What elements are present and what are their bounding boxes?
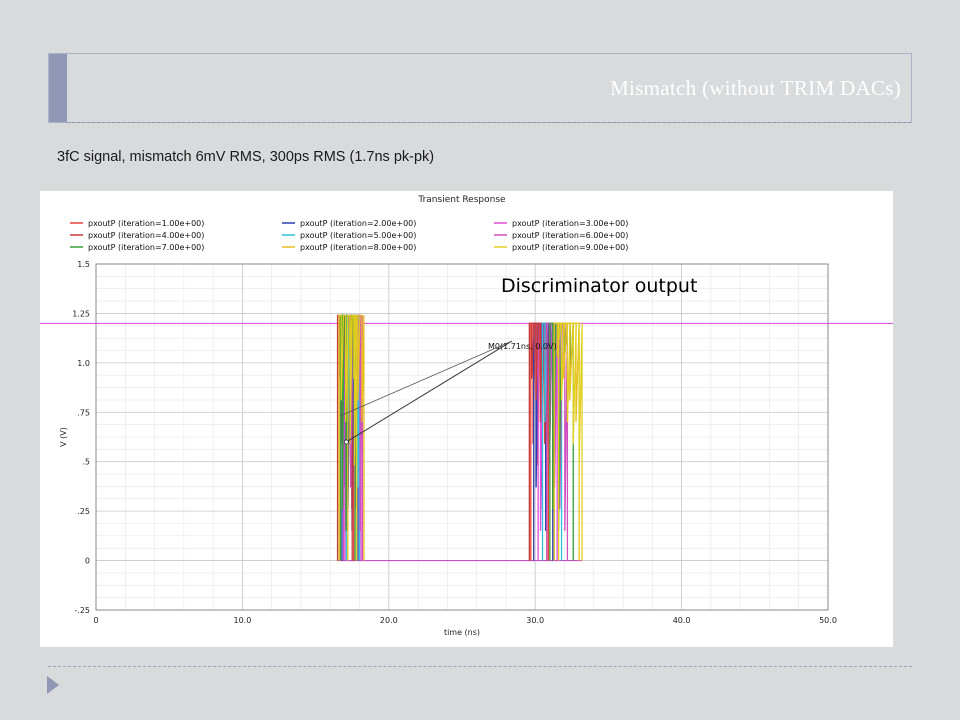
marker-pointer-line <box>346 340 513 443</box>
header-title-bar: Mismatch (without TRIM DACs) <box>67 54 911 123</box>
y-tick-label: -.25 <box>74 606 90 615</box>
annotation-pointer-line <box>339 340 513 417</box>
x-tick-label: 10.0 <box>233 616 251 625</box>
y-tick-label: .25 <box>77 507 90 516</box>
footer-divider <box>48 666 912 667</box>
chart-title: Transient Response <box>417 195 506 205</box>
x-tick-label: 40.0 <box>673 616 691 625</box>
marker-label: M0(1.71ns, 0.0V) <box>488 342 557 351</box>
legend-entry: pxoutP (iteration=7.00e+00) <box>88 243 204 252</box>
header-accent-bar <box>49 54 67 122</box>
x-tick-label: 30.0 <box>526 616 544 625</box>
legend-entry: pxoutP (iteration=6.00e+00) <box>512 231 628 240</box>
y-tick-label: 1.5 <box>77 260 90 269</box>
y-tick-label: 1.25 <box>72 309 90 318</box>
y-tick-label: .75 <box>77 408 90 417</box>
slide-header: Mismatch (without TRIM DACs) <box>48 53 912 123</box>
annotation-discriminator-output: Discriminator output <box>501 275 698 297</box>
x-tick-label: 0 <box>93 616 98 625</box>
legend-entry: pxoutP (iteration=5.00e+00) <box>300 231 416 240</box>
x-tick-label: 50.0 <box>819 616 837 625</box>
legend-entry: pxoutP (iteration=4.00e+00) <box>88 231 204 240</box>
marker-point <box>343 439 349 445</box>
x-axis-label: time (ns) <box>444 628 480 637</box>
legend-entry: pxoutP (iteration=3.00e+00) <box>512 219 628 228</box>
y-tick-label: 1.0 <box>77 359 90 368</box>
x-tick-label: 20.0 <box>380 616 398 625</box>
series-pulse-trace <box>338 314 358 561</box>
plot-frame <box>95 263 829 611</box>
legend-entry: pxoutP (iteration=9.00e+00) <box>512 243 628 252</box>
transient-response-chart: Transient Response pxoutP (iteration=1.00… <box>40 195 893 637</box>
legend-entry: pxoutP (iteration=2.00e+00) <box>300 219 416 228</box>
y-axis-label: V (V) <box>59 427 68 447</box>
legend-entry: pxoutP (iteration=1.00e+00) <box>88 219 204 228</box>
next-slide-arrow-icon[interactable] <box>47 676 59 694</box>
y-tick-label: .5 <box>82 458 90 467</box>
chart-panel: Transient Response pxoutP (iteration=1.00… <box>40 191 893 647</box>
slide-subtitle: 3fC signal, mismatch 6mV RMS, 300ps RMS … <box>57 149 435 165</box>
legend-entry: pxoutP (iteration=8.00e+00) <box>300 243 416 252</box>
slide-title: Mismatch (without TRIM DACs) <box>610 76 901 100</box>
series-pulse-trace <box>557 322 583 561</box>
y-tick-label: 0 <box>85 557 90 566</box>
